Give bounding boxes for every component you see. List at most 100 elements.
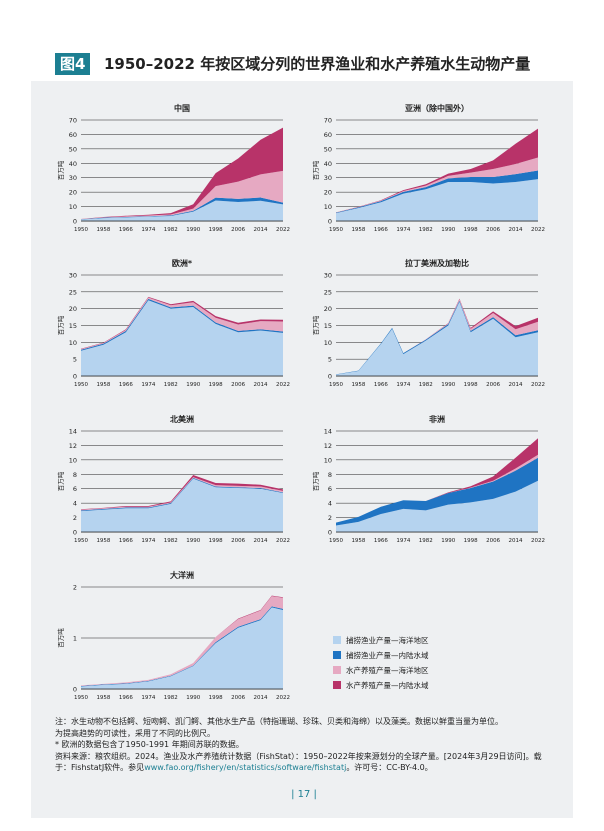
x-tick-label: 1966 xyxy=(374,538,388,544)
area-series-3 xyxy=(336,157,538,213)
area-series-2 xyxy=(336,457,538,526)
x-tick-label: 1998 xyxy=(464,227,478,233)
y-tick-label: 60 xyxy=(69,131,77,139)
x-tick-label: 1950 xyxy=(74,538,88,544)
x-tick-label: 1990 xyxy=(186,538,200,544)
x-tick-label: 1998 xyxy=(209,382,223,388)
area-series-1 xyxy=(81,478,283,532)
figure-badge: 图4 xyxy=(55,53,91,75)
y-tick-label: 20 xyxy=(324,305,332,313)
chart-title: 中国 xyxy=(174,103,190,113)
y-tick-label: 20 xyxy=(69,305,77,313)
chart-4: 拉丁美洲及加勒比 0 5 10 15 20 25 30 百万吨 1950 1958 1966 1974 1… xyxy=(311,258,545,388)
x-tick-label: 2014 xyxy=(254,382,268,388)
x-tick-label: 1974 xyxy=(141,538,155,544)
x-tick-label: 1990 xyxy=(441,227,455,233)
y-tick-label: 10 xyxy=(69,456,77,464)
y-tick-label: 2 xyxy=(328,514,332,522)
y-tick-label: 25 xyxy=(69,288,77,296)
x-tick-label: 2022 xyxy=(276,382,290,388)
x-tick-label: 1998 xyxy=(464,382,478,388)
legend-label: 水产养殖产量—海洋地区 xyxy=(346,665,429,675)
x-tick-label: 1982 xyxy=(419,382,433,388)
x-tick-label: 2022 xyxy=(531,382,545,388)
chart-title: 大洋洲 xyxy=(170,570,194,580)
y-axis-label: 百万吨 xyxy=(311,471,320,491)
legend: 捕捞渔业产量—海洋地区捕捞渔业产量—内陆水域水产养殖产量—海洋地区水产养殖产量—… xyxy=(333,635,429,690)
chart-title: 非洲 xyxy=(429,414,445,424)
x-tick-label: 2006 xyxy=(486,227,500,233)
x-tick-label: 1958 xyxy=(351,538,365,544)
area-series-4 xyxy=(81,475,283,510)
legend-label: 捕捞渔业产量—海洋地区 xyxy=(346,635,429,645)
y-tick-label: 50 xyxy=(324,145,332,153)
x-tick-label: 1966 xyxy=(374,382,388,388)
area-series-3 xyxy=(336,299,538,375)
y-tick-label: 70 xyxy=(324,117,332,125)
note-line-1: 注：水生动物不包括鳄、短吻鳄、凯门鳄、其他水生产品（特指珊瑚、珍珠、贝类和海绵）… xyxy=(55,717,503,726)
y-tick-label: 1 xyxy=(73,635,77,643)
y-tick-label: 4 xyxy=(73,500,77,508)
x-tick-label: 1966 xyxy=(119,382,133,388)
x-tick-label: 2014 xyxy=(254,538,268,544)
y-tick-label: 12 xyxy=(324,442,332,450)
y-tick-label: 14 xyxy=(324,428,332,436)
x-tick-label: 1998 xyxy=(209,538,223,544)
x-tick-label: 2022 xyxy=(531,538,545,544)
y-tick-label: 10 xyxy=(324,456,332,464)
x-tick-label: 1982 xyxy=(164,538,178,544)
source-text: 资料来源：粮农组织。2024。渔业及水产养殖统计数据（FishStat）：195… xyxy=(55,751,542,773)
x-tick-label: 2006 xyxy=(231,382,245,388)
y-tick-label: 70 xyxy=(69,117,77,125)
area-series-4 xyxy=(81,296,283,350)
y-tick-label: 8 xyxy=(328,471,332,479)
x-tick-label: 1990 xyxy=(441,538,455,544)
x-tick-label: 2022 xyxy=(276,227,290,233)
x-tick-label: 2014 xyxy=(254,695,268,701)
y-tick-label: 6 xyxy=(73,485,77,493)
x-tick-label: 1950 xyxy=(74,695,88,701)
y-axis-label: 百万吨 xyxy=(56,160,65,180)
x-tick-label: 1950 xyxy=(329,538,343,544)
y-tick-label: 0 xyxy=(328,529,332,537)
x-tick-label: 1982 xyxy=(164,695,178,701)
y-tick-label: 30 xyxy=(69,174,77,182)
x-tick-label: 1990 xyxy=(186,695,200,701)
x-tick-label: 1966 xyxy=(374,227,388,233)
chart-7: 大洋洲 0 1 2 百万吨 1950 1958 1966 1974 1982 1990 1998 200… xyxy=(56,570,290,701)
y-tick-label: 10 xyxy=(69,203,77,211)
y-tick-label: 0 xyxy=(73,373,77,381)
y-axis-label: 百万吨 xyxy=(56,628,65,648)
y-tick-label: 20 xyxy=(69,189,77,197)
y-tick-label: 5 xyxy=(73,356,77,364)
x-tick-label: 1982 xyxy=(164,382,178,388)
x-tick-label: 1950 xyxy=(329,227,343,233)
source-tail: 。许可号：CC-BY-4.0。 xyxy=(346,763,433,772)
area-series-4 xyxy=(81,127,283,220)
legend-swatch xyxy=(333,681,341,689)
area-series-1 xyxy=(336,301,538,376)
source-note: 资料来源：粮农组织。2024。渔业及水产养殖统计数据（FishStat）：195… xyxy=(55,751,555,774)
x-tick-label: 1974 xyxy=(141,227,155,233)
x-tick-label: 1958 xyxy=(96,227,110,233)
x-tick-label: 1998 xyxy=(464,538,478,544)
source-link[interactable]: www.fao.org/fishery/en/statistics/softwa… xyxy=(144,763,347,772)
chart-1: 中国 0 10 20 30 40 50 60 70 百万吨 1950 1958 1966 1974 1982… xyxy=(56,103,290,233)
chart-2: 亚洲（除中国外） 0 10 20 30 40 50 60 70 百万吨 1950 1958 1966 19… xyxy=(311,103,545,233)
x-tick-label: 1990 xyxy=(186,382,200,388)
x-tick-label: 1966 xyxy=(119,538,133,544)
y-axis-label: 百万吨 xyxy=(56,315,65,335)
y-tick-label: 15 xyxy=(69,322,77,330)
x-tick-label: 1958 xyxy=(351,227,365,233)
chart-title: 北美洲 xyxy=(170,414,194,424)
x-tick-label: 1990 xyxy=(441,382,455,388)
area-series-1 xyxy=(336,480,538,532)
y-tick-label: 10 xyxy=(69,339,77,347)
x-tick-label: 1950 xyxy=(74,227,88,233)
area-series-1 xyxy=(81,300,283,376)
x-tick-label: 1998 xyxy=(209,695,223,701)
y-tick-label: 30 xyxy=(324,272,332,280)
x-tick-label: 2022 xyxy=(276,538,290,544)
x-tick-label: 1966 xyxy=(119,227,133,233)
chart-title: 拉丁美洲及加勒比 xyxy=(405,258,469,268)
